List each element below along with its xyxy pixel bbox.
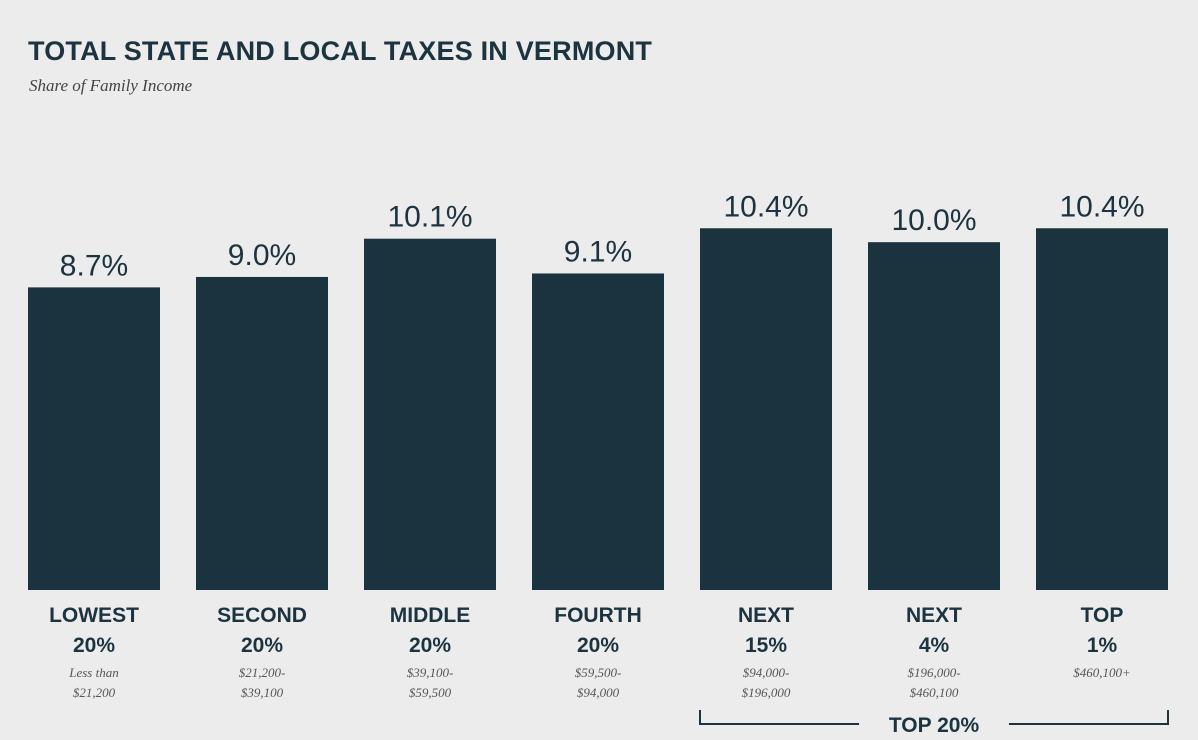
category-percent-4: 20% (577, 634, 619, 657)
bar-4 (532, 273, 664, 590)
income-range-7: $460,100+ (1073, 665, 1131, 680)
category-percent-6: 4% (919, 634, 950, 657)
bar-6 (868, 242, 1000, 590)
income-range-end-5: $196,000 (742, 685, 791, 700)
bar-1 (28, 287, 160, 590)
bar-5 (700, 228, 832, 590)
value-label-4: 9.1% (564, 235, 632, 268)
chart-subtitle: Share of Family Income (29, 76, 193, 95)
category-percent-2: 20% (241, 634, 283, 657)
income-range-end-6: $460,100 (910, 685, 959, 700)
bar-3 (364, 238, 496, 590)
category-label-3: MIDDLE (390, 604, 471, 627)
income-range-6: $196,000- (907, 665, 960, 680)
income-range-5: $94,000- (743, 665, 790, 680)
income-range-end-2: $39,100 (241, 685, 284, 700)
category-percent-7: 1% (1087, 634, 1118, 657)
top-20-bracket (699, 710, 1169, 725)
income-range-end-1: $21,200 (73, 685, 116, 700)
income-range-end-3: $59,500 (409, 685, 452, 700)
value-label-2: 9.0% (228, 239, 296, 272)
income-range-2: $21,200- (239, 665, 286, 680)
value-label-7: 10.4% (1059, 190, 1144, 223)
category-label-6: NEXT (906, 604, 962, 627)
income-range-4: $59,500- (575, 665, 622, 680)
category-label-1: LOWEST (49, 604, 139, 627)
bar-7 (1036, 228, 1168, 590)
category-label-4: FOURTH (554, 604, 642, 627)
bar-2 (196, 276, 328, 590)
income-range-end-4: $94,000 (577, 685, 620, 700)
chart-title: TOTAL STATE AND LOCAL TAXES IN VERMONT (28, 36, 653, 66)
value-label-5: 10.4% (723, 190, 808, 223)
category-percent-5: 15% (745, 634, 787, 657)
income-range-1: Less than (68, 665, 118, 680)
category-label-2: SECOND (217, 604, 307, 627)
category-percent-3: 20% (409, 634, 451, 657)
top-20-bracket-label: TOP 20% (889, 714, 980, 737)
income-range-3: $39,100- (407, 665, 454, 680)
category-label-5: NEXT (738, 604, 794, 627)
value-label-6: 10.0% (891, 204, 976, 237)
value-label-3: 10.1% (387, 201, 472, 234)
value-label-1: 8.7% (60, 249, 128, 282)
category-label-7: TOP (1081, 604, 1124, 627)
category-percent-1: 20% (73, 634, 115, 657)
